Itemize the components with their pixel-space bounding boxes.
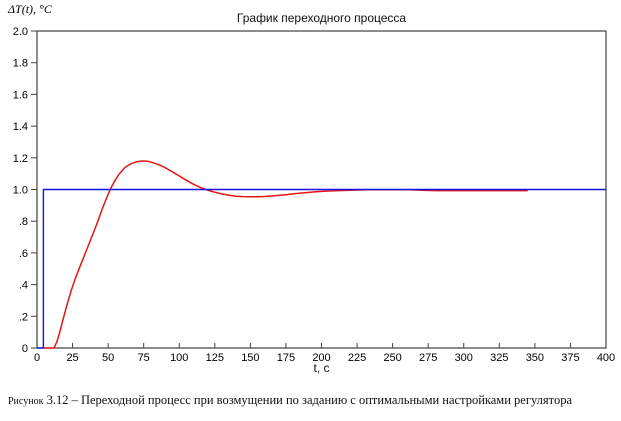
x-tick-label: 225 [348,352,366,364]
y-tick-label: 0 [22,343,28,355]
setpoint-step-line [37,188,606,349]
y-axis-label: ΔT(t), °C [8,2,52,16]
x-tick-label: 375 [561,352,579,364]
x-tick-label: 50 [102,352,114,364]
y-tick-label: .4 [19,280,28,292]
y-tick-label: 1.2 [13,153,28,165]
process-response-line [44,160,528,349]
y-tick-label: 1.6 [13,89,28,101]
x-tick-label: 0 [34,352,40,364]
x-tick-label: 325 [490,352,508,364]
x-tick-label: 75 [138,352,150,364]
y-tick-label: .6 [19,248,28,260]
x-tick-label: 125 [206,352,224,364]
x-tick-label: 175 [277,352,295,364]
figure-caption: Рисунок 3.12 – Переходной процесс при во… [8,393,614,408]
x-tick-label: 250 [383,352,401,364]
y-tick-label: 2.0 [13,26,28,38]
y-tick-label: 1.4 [13,121,28,133]
x-tick-label: 300 [455,352,473,364]
x-tick-label: 25 [66,352,78,364]
y-tick-label: .8 [19,216,28,228]
x-tick-label: 275 [419,352,437,364]
figure-caption-prefix: Рисунок [8,396,44,407]
x-tick-label: 350 [526,352,544,364]
figure-caption-text: 3.12 – Переходной процесс при возмущении… [46,393,572,407]
x-axis-label: t, c [313,361,330,375]
x-tick-label: 100 [170,352,188,364]
y-tick-label: 1.8 [13,58,28,70]
y-tick-label: .2 [19,311,28,323]
chart-title: График переходного процесса [236,11,407,25]
x-tick-label: 150 [241,352,259,364]
x-tick-label: 400 [597,352,615,364]
y-tick-label: 1.0 [13,185,28,197]
x-tick-label: 200 [312,352,330,364]
